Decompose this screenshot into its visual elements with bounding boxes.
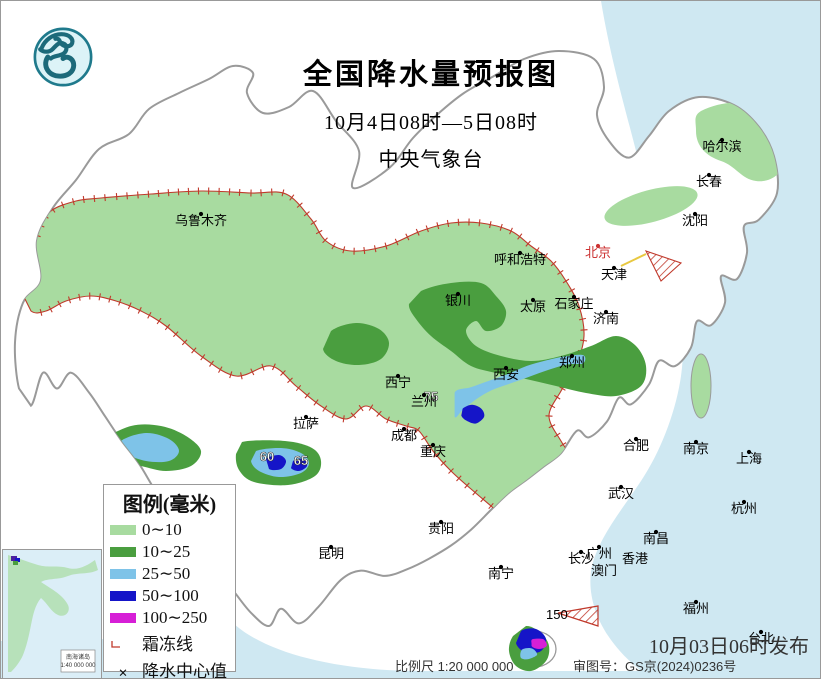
svg-text:银川: 银川: [445, 293, 471, 308]
svg-text:昆明: 昆明: [318, 546, 344, 561]
svg-text:南昌: 南昌: [643, 531, 669, 546]
svg-text:成都: 成都: [391, 428, 417, 443]
svg-text:杭州: 杭州: [731, 501, 757, 516]
svg-text:1:40 000 000: 1:40 000 000: [60, 663, 96, 669]
svg-text:郑州: 郑州: [559, 355, 585, 370]
svg-text:香港: 香港: [622, 551, 648, 566]
svg-text:贵阳: 贵阳: [428, 521, 454, 536]
svg-text:60: 60: [260, 449, 274, 464]
svg-text:合肥: 合肥: [623, 438, 649, 453]
svg-text:北京: 北京: [585, 245, 611, 260]
svg-text:沈阳: 沈阳: [682, 213, 708, 228]
svg-text:天津: 天津: [601, 267, 627, 282]
svg-text:长春: 长春: [696, 174, 722, 189]
svg-text:济南: 济南: [593, 311, 619, 326]
svg-text:太原: 太原: [520, 299, 546, 314]
svg-text:拉萨: 拉萨: [293, 416, 319, 431]
svg-text:西安: 西安: [493, 367, 519, 382]
svg-text:南京: 南京: [683, 441, 709, 456]
svg-text:南宁: 南宁: [488, 566, 514, 581]
svg-text:兰州: 兰州: [411, 394, 437, 409]
svg-text:台北: 台北: [748, 631, 774, 646]
svg-text:长沙: 长沙: [568, 551, 594, 566]
svg-text:西宁: 西宁: [385, 375, 411, 390]
svg-text:重庆: 重庆: [420, 444, 446, 459]
svg-text:乌鲁木齐: 乌鲁木齐: [175, 213, 227, 228]
svg-text:福州: 福州: [683, 601, 709, 616]
svg-text:65: 65: [294, 453, 308, 468]
svg-text:上海: 上海: [736, 451, 762, 466]
svg-text:武汉: 武汉: [608, 486, 634, 501]
svg-text:石家庄: 石家庄: [554, 296, 593, 311]
svg-text:澳门: 澳门: [591, 563, 617, 578]
svg-text:呼和浩特: 呼和浩特: [494, 252, 546, 267]
svg-text:南海诸岛: 南海诸岛: [66, 653, 90, 661]
